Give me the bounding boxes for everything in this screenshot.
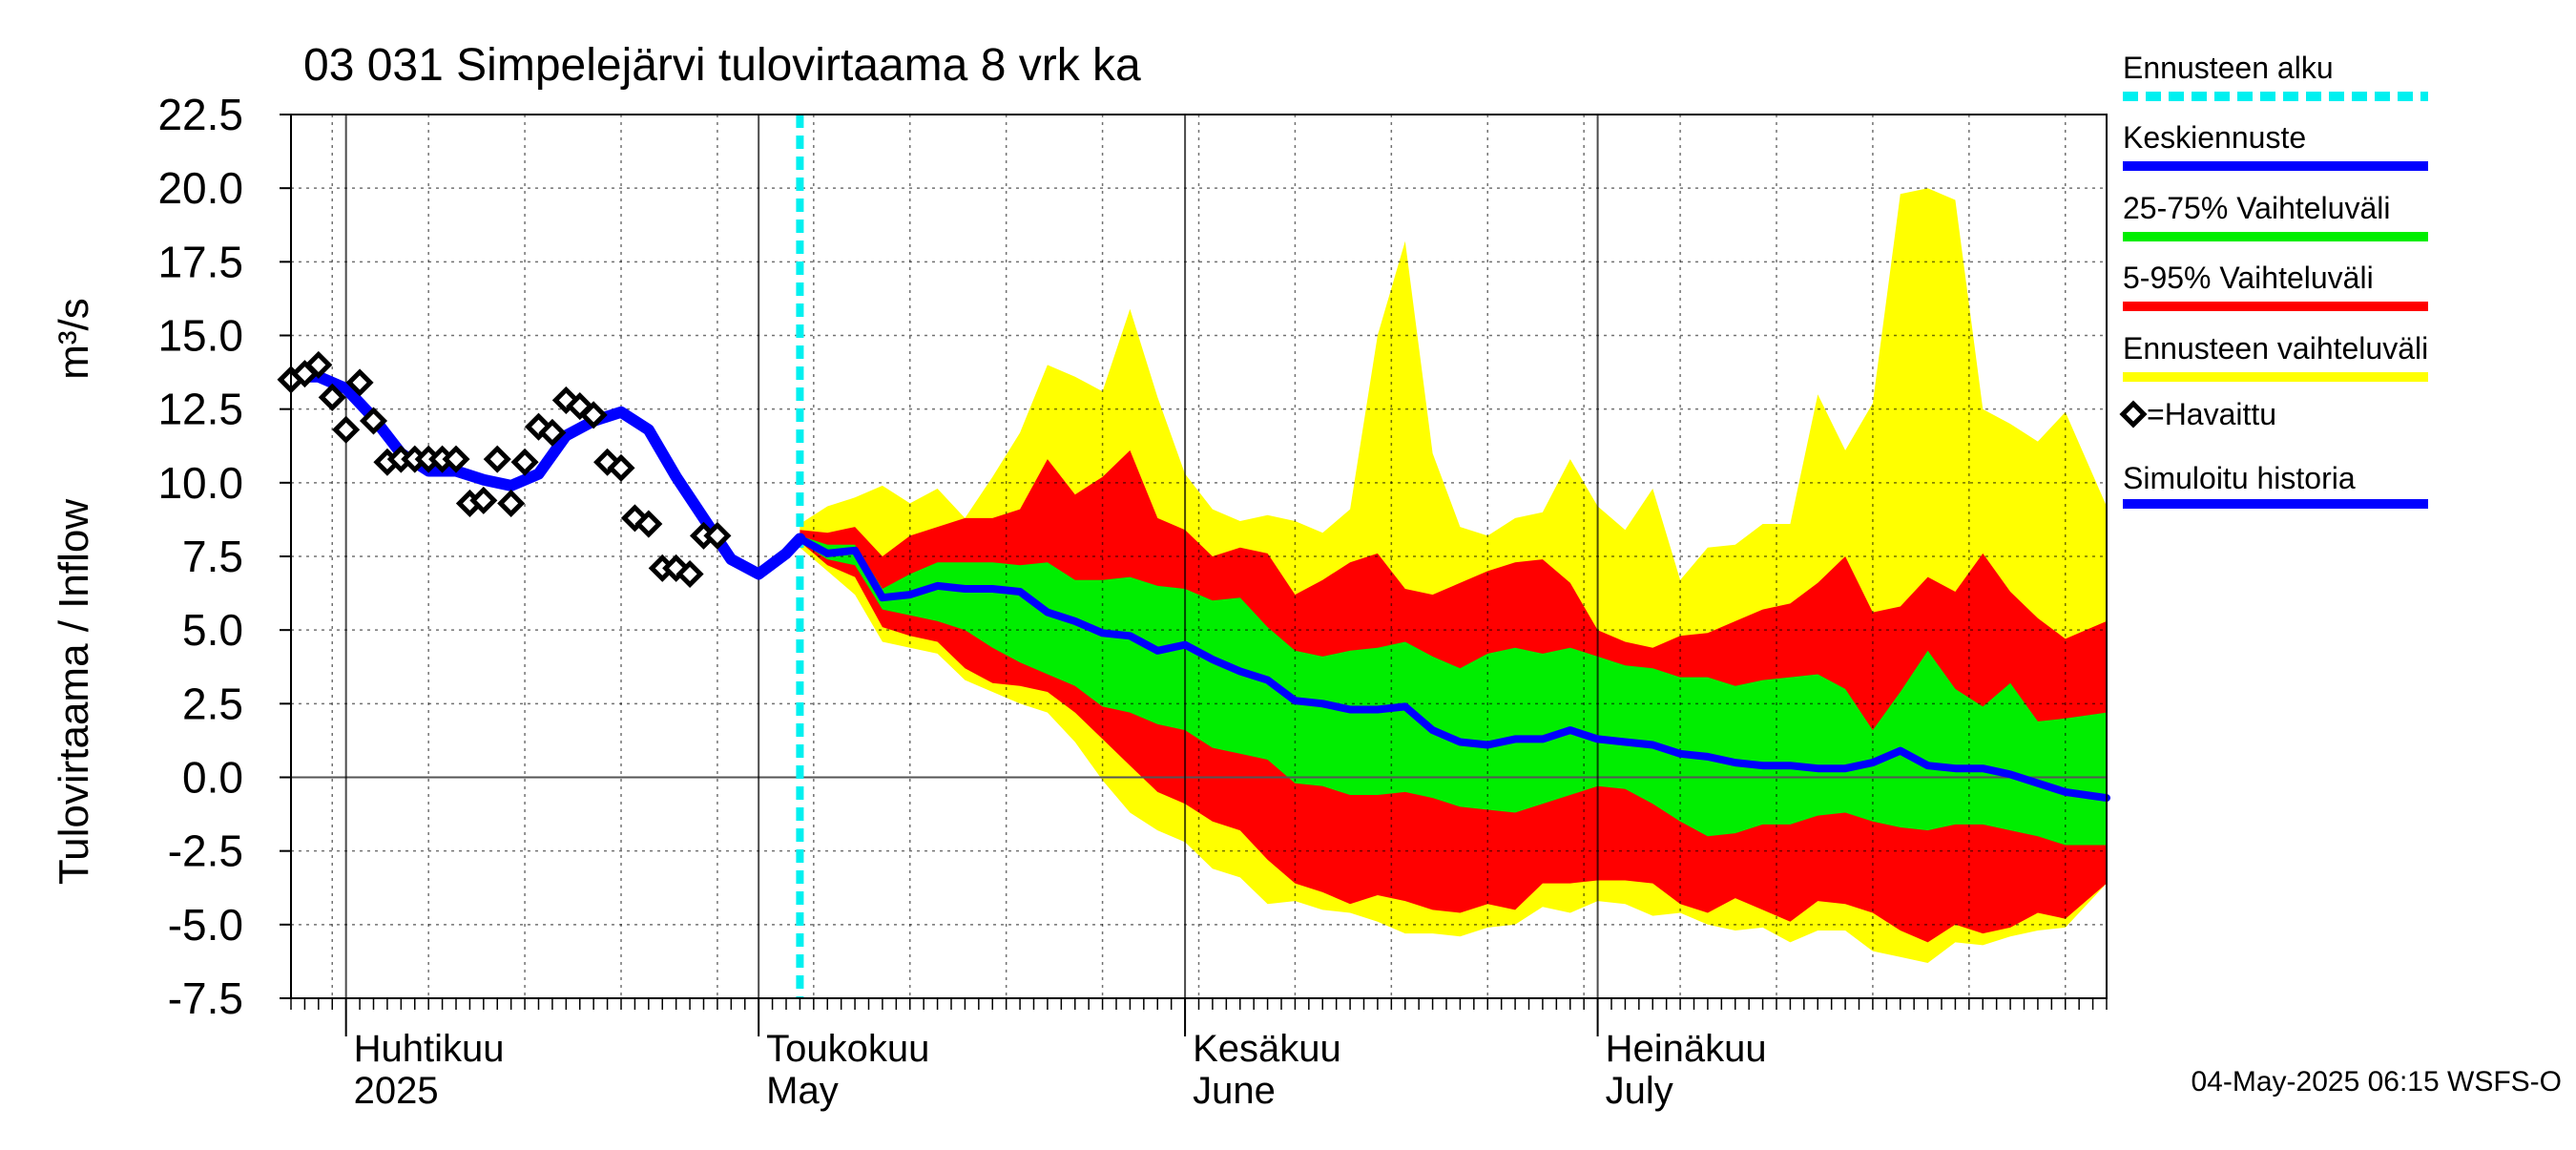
observed-point xyxy=(662,554,691,582)
observed-point xyxy=(593,448,622,476)
y-tick-label: 17.5 xyxy=(157,237,243,286)
month-label-fi: Heinäkuu xyxy=(1606,1028,1767,1070)
observed-point xyxy=(483,445,511,473)
y-tick-label: 10.0 xyxy=(157,458,243,508)
legend-label: 25-75% Vaihteluväli xyxy=(2123,191,2390,225)
month-label-en: June xyxy=(1193,1070,1276,1112)
median-forecast-line xyxy=(796,534,2110,803)
legend-label: 5-95% Vaihteluväli xyxy=(2123,261,2374,295)
y-tick-label: 2.5 xyxy=(182,679,243,728)
footer-timestamp: 04-May-2025 06:15 WSFS-O xyxy=(2192,1066,2563,1098)
month-label-en: 2025 xyxy=(354,1070,439,1112)
legend-label: Keskiennuste xyxy=(2123,120,2306,155)
observed-point xyxy=(510,448,539,476)
legend-label: Ennusteen vaihteluväli xyxy=(2123,331,2428,366)
y-axis-unit: m³/s xyxy=(51,298,97,380)
y-tick-label: 22.5 xyxy=(157,90,243,139)
observed-point xyxy=(497,489,526,517)
observed-point xyxy=(359,407,388,435)
observed-markers xyxy=(277,350,732,589)
chart-title: 03 031 Simpelejärvi tulovirtaama 8 vrk k… xyxy=(303,40,1141,91)
legend-observed-marker xyxy=(2119,400,2148,429)
month-label-fi: Kesäkuu xyxy=(1193,1028,1341,1070)
y-tick-label: -7.5 xyxy=(168,973,243,1023)
observed-point xyxy=(304,350,333,379)
legend-label: Ennusteen alku xyxy=(2123,51,2334,85)
observed-point xyxy=(345,368,374,397)
observed-point xyxy=(524,412,553,441)
legend: Ennusteen alku Keskiennuste 25-75% Vaihtel… xyxy=(2119,51,2428,509)
y-tick-label: 20.0 xyxy=(157,163,243,213)
observed-point xyxy=(332,415,361,444)
observed-point xyxy=(675,559,704,589)
y-tick-label: -2.5 xyxy=(168,826,243,876)
month-label-fi: Huhtikuu xyxy=(354,1028,505,1070)
observed-point xyxy=(703,521,732,550)
y-axis-ticks: -7.5 -5.0 -2.5 0.0 2.5 5.0 7.5 10.0 12.5 15.0 17.5… xyxy=(157,90,291,1023)
legend-label: =Havaittu xyxy=(2147,397,2276,431)
y-tick-label: 5.0 xyxy=(182,605,243,655)
y-tick-label: -5.0 xyxy=(168,900,243,950)
month-label-fi: Toukokuu xyxy=(766,1028,929,1070)
observed-point xyxy=(442,445,470,473)
observed-point xyxy=(469,486,498,514)
observed-point xyxy=(634,510,663,538)
y-tick-label: 0.0 xyxy=(182,753,243,803)
month-label-en: July xyxy=(1606,1070,1673,1112)
observed-point xyxy=(538,418,567,447)
observed-point xyxy=(551,386,580,414)
y-axis-label: Tulovirtaama / Inflow xyxy=(51,499,97,886)
y-tick-label: 15.0 xyxy=(157,311,243,361)
month-label-en: May xyxy=(766,1070,839,1112)
observed-point xyxy=(318,383,346,411)
observed-point xyxy=(579,401,608,429)
observed-point xyxy=(607,453,635,482)
y-tick-label: 12.5 xyxy=(157,385,243,434)
y-tick-label: 7.5 xyxy=(182,532,243,581)
legend-label: Simuloitu historia xyxy=(2123,461,2356,495)
